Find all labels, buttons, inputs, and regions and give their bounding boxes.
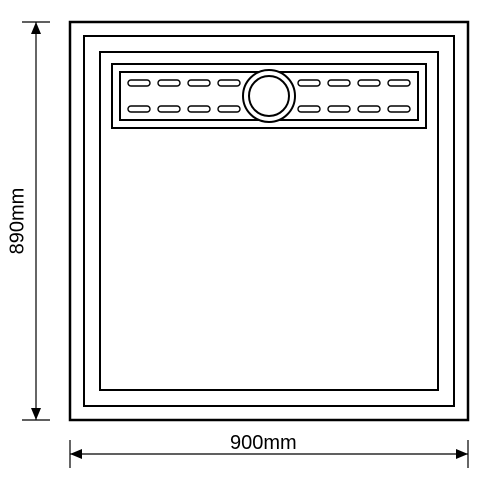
grill-slot [358,80,380,86]
grill-slot [328,80,350,86]
width-arrow-left [70,449,82,459]
grill-slot [218,106,240,112]
width-dimension-label: 900mm [230,432,297,455]
height-arrow-top [31,22,41,34]
grill-slot [298,80,320,86]
height-arrow-bottom [31,408,41,420]
grill-slot [388,106,410,112]
drawing-svg [0,0,500,500]
grill-slot [188,106,210,112]
grill-slot [388,80,410,86]
technical-drawing: 900mm 890mm [0,0,500,500]
grill-slot [188,80,210,86]
grill-slot [158,80,180,86]
grill-slot [128,80,150,86]
grill-slot [158,106,180,112]
height-dimension-label: 890mm [7,188,30,255]
grill-slot [218,80,240,86]
drain-outer [243,70,295,122]
grill-slot [128,106,150,112]
grill-slot [298,106,320,112]
grill-slot [358,106,380,112]
grill-slot [328,106,350,112]
width-arrow-right [456,449,468,459]
